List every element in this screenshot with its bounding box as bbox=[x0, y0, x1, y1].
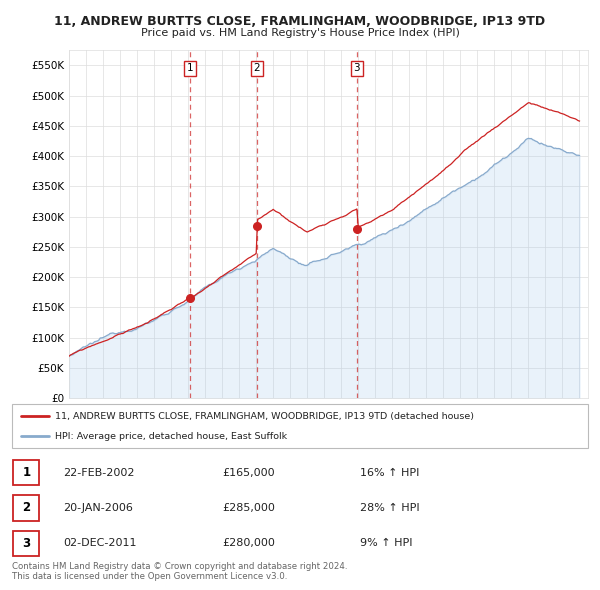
Text: 16% ↑ HPI: 16% ↑ HPI bbox=[360, 468, 419, 477]
Text: £285,000: £285,000 bbox=[222, 503, 275, 513]
Text: HPI: Average price, detached house, East Suffolk: HPI: Average price, detached house, East… bbox=[55, 432, 287, 441]
Text: £165,000: £165,000 bbox=[222, 468, 275, 477]
Text: 9% ↑ HPI: 9% ↑ HPI bbox=[360, 539, 413, 548]
Text: 28% ↑ HPI: 28% ↑ HPI bbox=[360, 503, 419, 513]
Text: This data is licensed under the Open Government Licence v3.0.: This data is licensed under the Open Gov… bbox=[12, 572, 287, 581]
Text: Price paid vs. HM Land Registry's House Price Index (HPI): Price paid vs. HM Land Registry's House … bbox=[140, 28, 460, 38]
Text: Contains HM Land Registry data © Crown copyright and database right 2024.: Contains HM Land Registry data © Crown c… bbox=[12, 562, 347, 571]
Text: 1: 1 bbox=[22, 466, 31, 479]
Text: 20-JAN-2006: 20-JAN-2006 bbox=[63, 503, 133, 513]
FancyBboxPatch shape bbox=[12, 404, 588, 448]
FancyBboxPatch shape bbox=[13, 530, 40, 556]
Text: 11, ANDREW BURTTS CLOSE, FRAMLINGHAM, WOODBRIDGE, IP13 9TD: 11, ANDREW BURTTS CLOSE, FRAMLINGHAM, WO… bbox=[55, 15, 545, 28]
Text: 22-FEB-2002: 22-FEB-2002 bbox=[63, 468, 134, 477]
FancyBboxPatch shape bbox=[13, 495, 40, 521]
Text: 3: 3 bbox=[22, 537, 31, 550]
FancyBboxPatch shape bbox=[13, 460, 40, 486]
Text: 2: 2 bbox=[254, 63, 260, 73]
Text: 2: 2 bbox=[22, 502, 31, 514]
Text: 02-DEC-2011: 02-DEC-2011 bbox=[63, 539, 137, 548]
Text: 3: 3 bbox=[353, 63, 360, 73]
Text: 1: 1 bbox=[187, 63, 194, 73]
Text: £280,000: £280,000 bbox=[222, 539, 275, 548]
Text: 11, ANDREW BURTTS CLOSE, FRAMLINGHAM, WOODBRIDGE, IP13 9TD (detached house): 11, ANDREW BURTTS CLOSE, FRAMLINGHAM, WO… bbox=[55, 412, 474, 421]
